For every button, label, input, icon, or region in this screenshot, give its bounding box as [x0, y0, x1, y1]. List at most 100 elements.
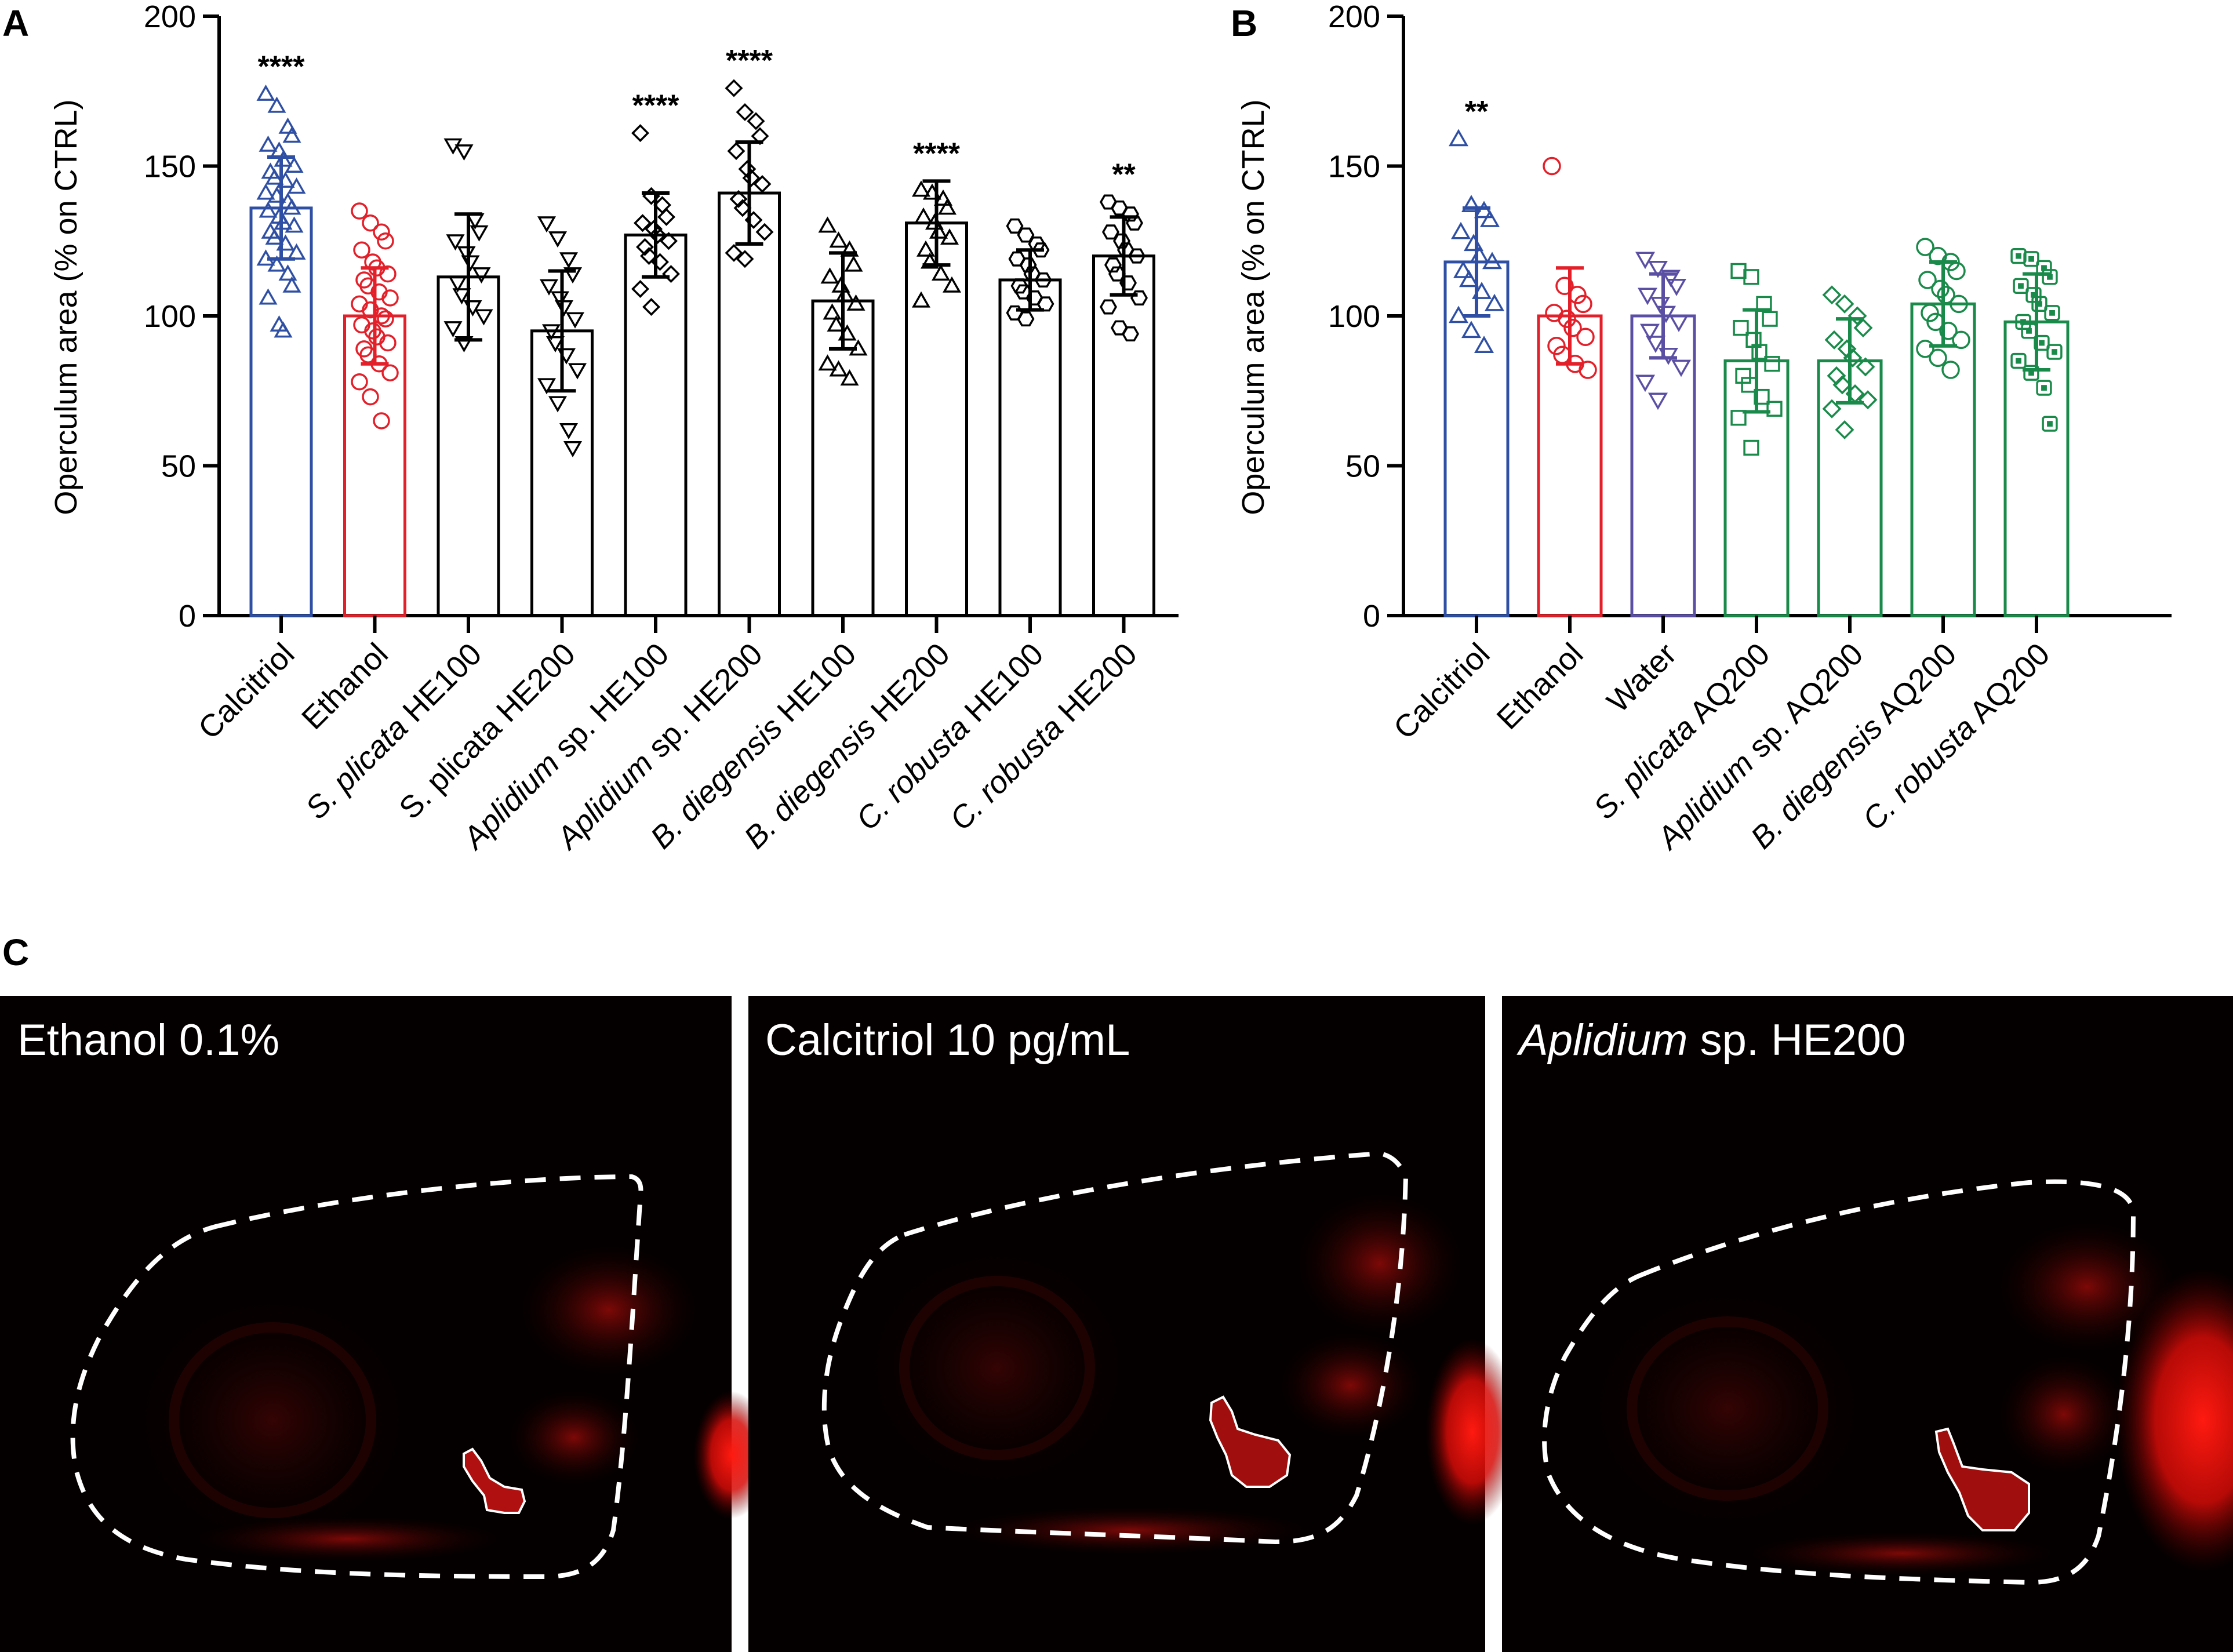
- panel-b-data-point: [1843, 348, 1863, 367]
- panel-b-data-point: [1745, 332, 1762, 348]
- panel-b-data-point: [1648, 392, 1668, 410]
- panel-b-data-point: [1856, 357, 1875, 377]
- panel-b-data-point: [1762, 311, 1778, 327]
- panel-b-data-point: [1479, 210, 1500, 227]
- panel-a-y-tick-label: 150: [144, 150, 196, 184]
- panel-b-data-point: [1555, 276, 1574, 296]
- panel-a-data-point: [920, 252, 940, 269]
- panel-b-x-tick-label: Calcitriol: [1387, 636, 1497, 746]
- panel-a-data-point: [911, 291, 931, 308]
- panel-a-data-point: [1104, 257, 1122, 273]
- panel-b-letter: B: [1231, 2, 1257, 44]
- panel-a-data-point: [448, 276, 467, 293]
- panel-a-data-point: [736, 103, 754, 121]
- panel-a-data-point: [1121, 206, 1140, 222]
- panel-a-data-point: [1119, 275, 1137, 291]
- panel-a-data-point: [565, 312, 585, 329]
- panel-a-data-point: [911, 180, 931, 197]
- panel-a-data-point: [287, 243, 306, 260]
- panel-a-data-point: [1034, 272, 1052, 288]
- panel-a-data-point: [452, 288, 471, 305]
- panel-a-significance-label: ****: [632, 89, 680, 123]
- panel-b-data-point: [1858, 390, 1878, 410]
- panel-a-data-point: [631, 279, 649, 298]
- panel-a-data-point: [259, 135, 278, 152]
- panel-b-data-point-frame: [2010, 352, 2027, 369]
- panel-a-data-point: [820, 267, 839, 284]
- panel-b-data-point-frame: [2015, 314, 2031, 330]
- panel-a-data-point: [818, 354, 837, 371]
- panel-b-data-point: [2046, 344, 2063, 360]
- panel-b-data-point-center: [2016, 253, 2021, 259]
- panel-b-data-point-center: [2041, 385, 2047, 391]
- panel-b-data-point: [1835, 294, 1854, 314]
- panel-a-bar: [249, 206, 313, 617]
- micrograph-aplidium-eye-ring: [1627, 1316, 1828, 1501]
- panel-b-data-point-center: [2018, 283, 2024, 289]
- panel-a-data-point: [738, 160, 757, 179]
- panel-a-data-point: [844, 255, 863, 272]
- panel-b-data-point-center: [2028, 256, 2034, 262]
- panel-a-data-point: [443, 321, 463, 338]
- panel-a-data-point: [377, 310, 394, 328]
- panel-b-data-point: [1950, 294, 1968, 314]
- panel-b-data-point-frame: [2042, 269, 2058, 285]
- panel-a-y-tick-label: 50: [161, 449, 196, 484]
- panel-a-data-point: [568, 363, 587, 380]
- panel-b-data-point-frame: [2023, 251, 2039, 267]
- panel-a-data-point: [265, 228, 284, 245]
- panel-b-data-point: [1952, 330, 1970, 350]
- panel-a-data-point: [1130, 290, 1148, 305]
- panel-b-data-point: [1929, 348, 1947, 367]
- panel-a-data-point: [940, 228, 959, 245]
- micrograph-ethanol-gill-glow: [522, 1246, 696, 1374]
- panel-a-data-point: [563, 267, 583, 284]
- panel-a-data-point: [1099, 299, 1118, 315]
- panel-b-data-point: [1766, 401, 1783, 417]
- panel-a-data-point: [274, 150, 293, 167]
- panel-a-data-point: [727, 142, 745, 161]
- panel-b-data-point: [1837, 339, 1857, 359]
- micrograph-aplidium-head-outline: [1542, 1179, 2136, 1585]
- panel-b-data-point: [1563, 318, 1582, 337]
- panel-a-data-point: [829, 360, 848, 377]
- panel-b-data-point: [1916, 238, 1934, 256]
- panel-a-y-tick-label: 200: [144, 0, 196, 34]
- panel-b-data-point-frame: [2023, 365, 2039, 381]
- panel-a-data-point: [259, 201, 278, 218]
- panel-a-data-point: [362, 388, 379, 406]
- micrograph-calcitriol-body-glow: [1426, 1339, 1519, 1524]
- panel-b-data-point: [1937, 286, 1955, 304]
- panel-b-significance-label: **: [1465, 95, 1489, 129]
- panel-a-data-point: [373, 223, 390, 241]
- panel-a-data-point: [274, 321, 293, 338]
- panel-a-data-point: [1128, 248, 1146, 264]
- panel-b-data-point: [1822, 285, 1842, 305]
- panel-b-data-point: [1918, 271, 1937, 289]
- panel-a-data-point: [362, 214, 379, 232]
- panel-a-data-point: [285, 216, 304, 233]
- micrograph-calcitriol-operculum-outline: [1209, 1395, 1292, 1488]
- micrograph-ethanol-gill-glow-2: [510, 1391, 638, 1484]
- panel-b-data-point: [2013, 278, 2029, 294]
- panel-a-data-point: [454, 336, 474, 353]
- panel-a-data-point: [259, 288, 278, 305]
- panel-b-data-point: [1733, 320, 1749, 336]
- micrograph-aplidium-label: Aplidium sp. HE200: [1516, 1016, 1905, 1065]
- panel-a-data-point: [379, 334, 397, 352]
- panel-a-data-point: [267, 96, 286, 113]
- panel-b-data-point: [1931, 279, 1950, 299]
- panel-a-data-point: [457, 246, 476, 263]
- panel-b-data-point-center: [2020, 319, 2026, 325]
- panel-a-chart: A Operculum area (% on CTRL) 0 50 100 150 20…: [2, 0, 1179, 857]
- panel-b-data-point: [1474, 201, 1494, 219]
- panel-b-data-point: [1635, 252, 1656, 270]
- panel-b-data-point: [1743, 269, 1759, 285]
- panel-b-data-point: [1543, 157, 1561, 176]
- panel-a-data-point: [662, 265, 680, 283]
- panel-a-data-point: [1017, 311, 1035, 327]
- panel-b-data-point: [1730, 410, 1747, 426]
- panel-a-data-point: [649, 225, 667, 244]
- panel-b-data-point-center: [2052, 349, 2057, 355]
